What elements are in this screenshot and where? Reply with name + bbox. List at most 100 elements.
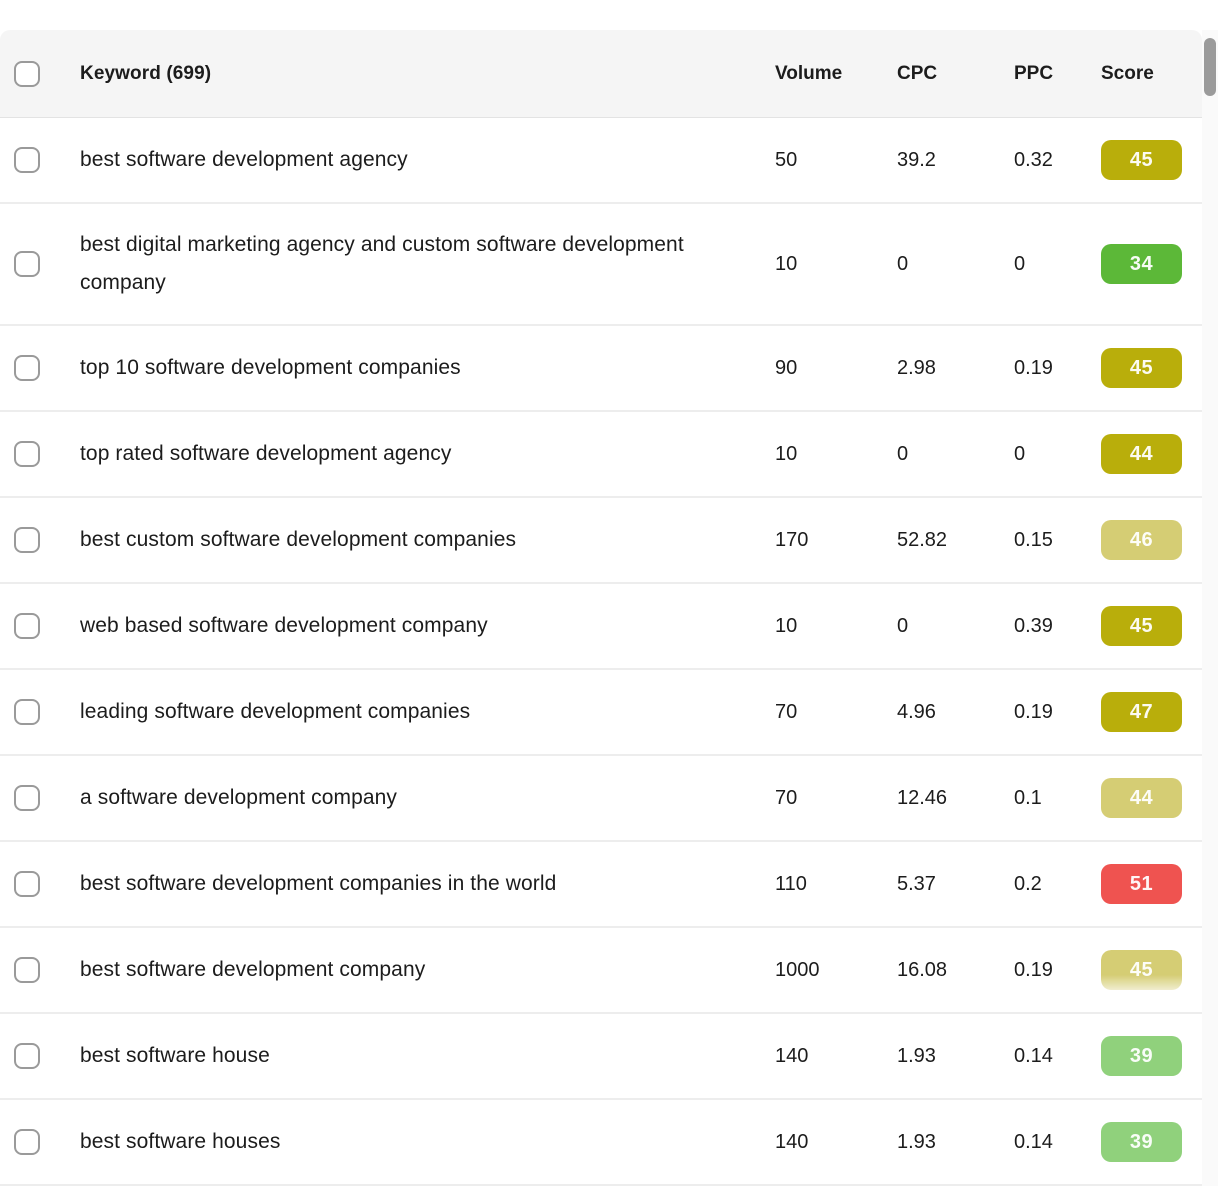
table-row: best software development agency 50 39.2… — [0, 118, 1202, 204]
keyword-column-header: Keyword (699) — [80, 62, 212, 84]
cpc-cell: 1.93 — [897, 1044, 936, 1067]
table-row: best software houses 140 1.93 0.14 39 — [0, 1100, 1202, 1186]
cpc-cell: 5.37 — [897, 872, 936, 895]
ppc-cell: 0.19 — [1014, 356, 1053, 379]
table-row: web based software development company 1… — [0, 584, 1202, 670]
score-badge: 45 — [1101, 140, 1182, 180]
row-checkbox[interactable] — [14, 785, 40, 811]
score-cell: 45 — [1101, 348, 1202, 388]
table-row: top 10 software development companies 90… — [0, 326, 1202, 412]
keyword-cell-text: top 10 software development companies — [80, 356, 461, 379]
table-row: top rated software development agency 10… — [0, 412, 1202, 498]
cpc-cell: 16.08 — [897, 958, 948, 981]
keyword-cell-text: best custom software development compani… — [80, 528, 517, 551]
ppc-cell: 0 — [1014, 442, 1026, 465]
keyword-cell-text: leading software development companies — [80, 700, 471, 723]
ppc-cell: 0.14 — [1014, 1044, 1053, 1067]
score-badge: 44 — [1101, 778, 1182, 818]
keyword-cell-text: best software houses — [80, 1130, 281, 1153]
row-checkbox-cell — [0, 699, 80, 725]
score-badge: 45 — [1101, 950, 1182, 990]
table-row: leading software development companies 7… — [0, 670, 1202, 756]
select-all-checkbox[interactable] — [14, 60, 40, 87]
volume-cell: 140 — [775, 1130, 809, 1153]
score-cell: 45 — [1101, 606, 1202, 646]
keyword-cell-text: best software development company — [80, 958, 426, 981]
ppc-cell: 0.32 — [1014, 148, 1053, 171]
table-row: best software development company 1000 1… — [0, 928, 1202, 1014]
row-checkbox[interactable] — [14, 1129, 40, 1155]
ppc-cell: 0.19 — [1014, 958, 1053, 981]
volume-cell: 50 — [775, 148, 798, 171]
score-column-header: Score — [1101, 62, 1154, 84]
header-checkbox-cell — [0, 60, 80, 87]
volume-cell: 110 — [775, 872, 807, 895]
score-cell: 46 — [1101, 520, 1202, 560]
score-cell: 39 — [1101, 1036, 1202, 1076]
row-checkbox-cell — [0, 1129, 80, 1155]
volume-cell: 70 — [775, 786, 798, 809]
volume-cell: 90 — [775, 356, 798, 379]
cpc-cell: 0 — [897, 252, 909, 275]
score-badge: 51 — [1101, 864, 1182, 904]
row-checkbox-cell — [0, 1043, 80, 1069]
row-checkbox-cell — [0, 251, 80, 277]
row-checkbox[interactable] — [14, 441, 40, 467]
keyword-cell-text: best digital marketing agency and custom… — [80, 233, 684, 294]
scrollbar-thumb[interactable] — [1204, 38, 1216, 96]
row-checkbox[interactable] — [14, 871, 40, 897]
volume-cell: 1000 — [775, 958, 820, 981]
row-checkbox[interactable] — [14, 355, 40, 381]
score-badge: 45 — [1101, 348, 1182, 388]
ppc-cell: 0.39 — [1014, 614, 1053, 637]
cpc-cell: 4.96 — [897, 700, 936, 723]
row-checkbox[interactable] — [14, 251, 40, 277]
keyword-cell-text: best software house — [80, 1044, 270, 1067]
score-cell: 39 — [1101, 1122, 1202, 1162]
scrollbar-track[interactable] — [1202, 30, 1218, 1186]
row-checkbox[interactable] — [14, 147, 40, 173]
keyword-table: Keyword (699) Volume CPC PPC Score best … — [0, 30, 1202, 1186]
keyword-cell-text: best software development companies in t… — [80, 872, 557, 895]
row-checkbox-cell — [0, 871, 80, 897]
ppc-cell: 0.2 — [1014, 872, 1042, 895]
row-checkbox[interactable] — [14, 527, 40, 553]
score-badge: 45 — [1101, 606, 1182, 646]
table-row: best software house 140 1.93 0.14 39 — [0, 1014, 1202, 1100]
score-cell: 47 — [1101, 692, 1202, 732]
score-badge: 46 — [1101, 520, 1182, 560]
table-row: best custom software development compani… — [0, 498, 1202, 584]
row-checkbox-cell — [0, 527, 80, 553]
row-checkbox[interactable] — [14, 613, 40, 639]
row-checkbox[interactable] — [14, 1043, 40, 1069]
table-row: best digital marketing agency and custom… — [0, 204, 1202, 326]
row-checkbox-cell — [0, 147, 80, 173]
volume-cell: 10 — [775, 252, 798, 275]
score-cell: 44 — [1101, 434, 1202, 474]
row-checkbox-cell — [0, 441, 80, 467]
keyword-cell-text: web based software development company — [80, 614, 488, 637]
table-header-row: Keyword (699) Volume CPC PPC Score — [0, 30, 1202, 118]
row-checkbox-cell — [0, 785, 80, 811]
row-checkbox[interactable] — [14, 957, 40, 983]
cpc-cell: 12.46 — [897, 786, 948, 809]
volume-cell: 170 — [775, 528, 809, 551]
keyword-cell-text: top rated software development agency — [80, 442, 452, 465]
cpc-cell: 0 — [897, 442, 909, 465]
table-row: best software development companies in t… — [0, 842, 1202, 928]
cpc-cell: 2.98 — [897, 356, 936, 379]
score-badge: 44 — [1101, 434, 1182, 474]
score-badge: 39 — [1101, 1122, 1182, 1162]
volume-column-header: Volume — [775, 62, 843, 84]
cpc-cell: 0 — [897, 614, 909, 637]
keyword-cell-text: best software development agency — [80, 148, 408, 171]
cpc-cell: 39.2 — [897, 148, 936, 171]
volume-cell: 10 — [775, 442, 798, 465]
ppc-cell: 0.14 — [1014, 1130, 1053, 1153]
table-row: a software development company 70 12.46 … — [0, 756, 1202, 842]
score-badge: 39 — [1101, 1036, 1182, 1076]
row-checkbox[interactable] — [14, 699, 40, 725]
row-checkbox-cell — [0, 957, 80, 983]
ppc-cell: 0 — [1014, 252, 1026, 275]
